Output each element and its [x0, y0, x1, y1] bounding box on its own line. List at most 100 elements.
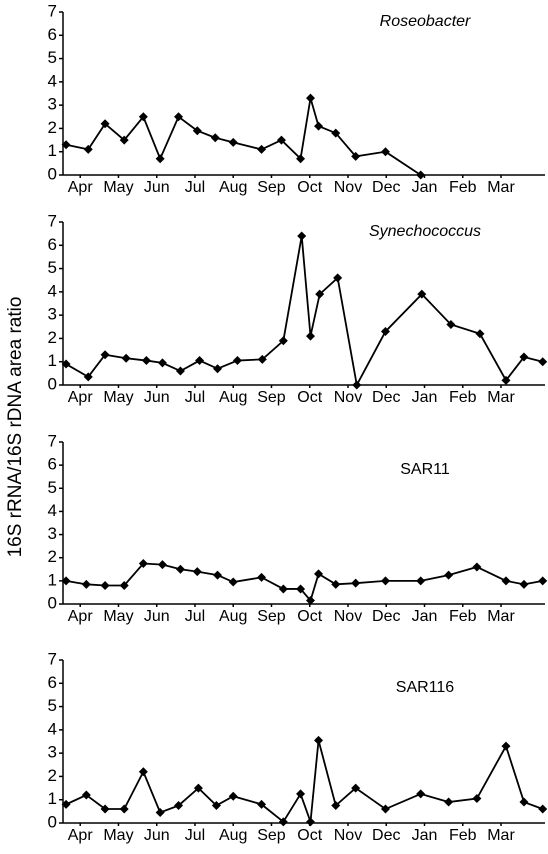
- data-point: [380, 326, 390, 336]
- x-tick-label: Dec: [372, 389, 400, 406]
- data-line: [65, 97, 422, 176]
- data-point: [100, 804, 110, 814]
- data-point: [417, 289, 427, 299]
- data-point: [213, 570, 223, 580]
- data-point: [314, 735, 324, 745]
- data-point: [351, 783, 361, 793]
- data-point: [416, 170, 426, 180]
- data-point: [61, 576, 71, 586]
- data-line: [65, 740, 544, 824]
- data-point: [119, 135, 129, 145]
- y-tick-label: 4: [48, 71, 57, 90]
- x-tick-label: Apr: [68, 389, 94, 406]
- data-point: [83, 144, 93, 154]
- data-point: [61, 799, 71, 809]
- y-tick-label: 7: [48, 649, 57, 668]
- data-point: [119, 804, 129, 814]
- data-point: [446, 319, 456, 329]
- y-tick-label: 6: [48, 455, 57, 474]
- data-point: [315, 289, 325, 299]
- data-point: [257, 144, 267, 154]
- data-point: [444, 797, 454, 807]
- x-tick-label: May: [103, 179, 133, 196]
- y-tick-label: 0: [48, 164, 57, 183]
- data-point: [210, 133, 220, 143]
- data-point: [538, 804, 548, 814]
- y-tick-label: 1: [48, 351, 57, 370]
- y-tick-label: 0: [48, 374, 57, 393]
- y-tick-label: 4: [48, 719, 57, 738]
- data-point: [193, 783, 203, 793]
- y-tick-label: 1: [48, 789, 57, 808]
- data-line: [65, 235, 543, 388]
- x-tick-label: Jan: [412, 827, 438, 844]
- y-tick-label: 2: [48, 547, 57, 566]
- data-point: [232, 356, 242, 366]
- data-point: [100, 580, 110, 590]
- y-tick-label: 3: [48, 524, 57, 543]
- x-tick-label: Aug: [219, 389, 247, 406]
- x-tick-label: Dec: [372, 179, 400, 196]
- x-tick-label: Sep: [257, 827, 286, 844]
- data-point: [100, 119, 110, 129]
- panel-title: Synechococcus: [369, 223, 481, 240]
- x-tick-label: Nov: [334, 389, 362, 406]
- data-point: [228, 137, 238, 147]
- x-tick-label: Apr: [68, 827, 94, 844]
- data-point: [519, 579, 529, 589]
- x-tick-label: Nov: [334, 608, 362, 625]
- data-point: [81, 790, 91, 800]
- data-point: [174, 112, 184, 122]
- y-tick-label: 6: [48, 673, 57, 692]
- x-tick-label: Sep: [257, 389, 286, 406]
- x-tick-label: Jul: [185, 827, 205, 844]
- data-point: [213, 364, 223, 374]
- data-point: [100, 350, 110, 360]
- panel-title: Roseobacter: [380, 13, 471, 30]
- data-point: [138, 112, 148, 122]
- data-point: [519, 797, 529, 807]
- y-tick-label: 0: [48, 812, 57, 831]
- data-point: [257, 799, 267, 809]
- y-tick-label: 3: [48, 743, 57, 762]
- y-tick-label: 2: [48, 766, 57, 785]
- data-point: [538, 576, 548, 586]
- data-point: [278, 584, 288, 594]
- data-point: [175, 564, 185, 574]
- data-point: [192, 567, 202, 577]
- data-point: [61, 140, 71, 150]
- y-tick-label: 6: [48, 235, 57, 254]
- data-point: [380, 147, 390, 157]
- data-point: [138, 767, 148, 777]
- x-tick-label: Apr: [68, 179, 94, 196]
- data-point: [314, 121, 324, 131]
- data-point: [306, 817, 316, 827]
- y-tick-label: 2: [48, 118, 57, 137]
- data-point: [174, 801, 184, 811]
- x-tick-label: Mar: [487, 179, 515, 196]
- x-tick-label: Nov: [334, 827, 362, 844]
- data-point: [278, 336, 288, 346]
- data-point: [314, 569, 324, 579]
- data-line: [65, 562, 543, 603]
- data-point: [61, 359, 71, 369]
- data-point: [538, 357, 548, 367]
- data-point: [155, 154, 165, 164]
- data-point: [351, 578, 361, 588]
- y-tick-label: 2: [48, 328, 57, 347]
- data-point: [138, 559, 148, 568]
- data-point: [157, 358, 167, 368]
- data-point: [331, 128, 341, 138]
- x-tick-label: Oct: [297, 827, 322, 844]
- x-tick-label: Jan: [412, 389, 438, 406]
- data-point: [444, 570, 454, 580]
- y-tick-label: 5: [48, 478, 57, 497]
- x-tick-label: May: [103, 608, 133, 625]
- x-tick-label: Jun: [144, 608, 170, 625]
- data-point: [276, 135, 286, 145]
- data-point: [351, 151, 361, 161]
- panel-title: SAR11: [400, 461, 450, 478]
- y-tick-label: 4: [48, 501, 57, 520]
- data-point: [306, 331, 316, 341]
